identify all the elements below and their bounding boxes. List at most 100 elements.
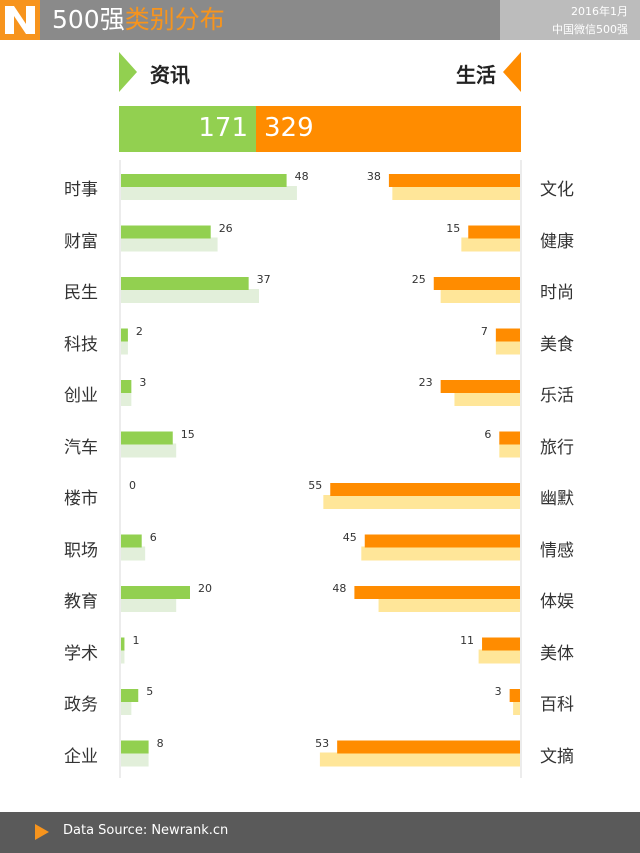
left-prev-bar <box>121 546 146 561</box>
left-bar <box>121 328 128 342</box>
left-category-label: 企业 <box>64 746 98 767</box>
left-prev-bar <box>121 186 297 200</box>
right-prev-bar <box>378 598 520 612</box>
right-prev-bar <box>392 186 520 200</box>
right-bar <box>468 225 520 239</box>
right-category-label: 健康 <box>540 231 574 252</box>
right-prev-bar <box>323 495 520 509</box>
left-category-label: 财富 <box>64 231 98 252</box>
left-value-label: 26 <box>218 221 233 235</box>
right-prev-bar <box>495 340 520 355</box>
left-value-label: 1 <box>132 633 140 647</box>
left-category-label: 时事 <box>64 180 98 200</box>
left-category-label: 楼市 <box>64 489 98 509</box>
total-left-bar <box>119 106 256 152</box>
right-value-label: 55 <box>308 479 323 492</box>
right-category-label: 乐活 <box>540 386 574 406</box>
total-right-bar <box>256 106 521 152</box>
right-value-label: 53 <box>315 736 330 750</box>
footer-bar: Data Source: Newrank.cn <box>0 812 640 853</box>
right-value-label: 6 <box>484 427 492 441</box>
left-category-label: 科技 <box>64 334 98 355</box>
right-bar <box>499 431 520 445</box>
left-category-label: 民生 <box>64 283 98 303</box>
left-prev-bar <box>121 752 149 767</box>
header-bar: 500强类别分布 2016年1月 中国微信500强 <box>0 0 640 40</box>
arrow-left-icon <box>503 52 521 92</box>
right-prev-bar <box>454 392 520 406</box>
right-category-label: 文摘 <box>540 746 574 767</box>
right-prev-bar <box>319 752 520 767</box>
right-value-label: 11 <box>460 633 475 647</box>
right-category-label: 时尚 <box>540 283 574 303</box>
category-distribution-chart: 48 38 时事 文化 26 15 财富 健康 37 25 民生 时尚 2 7 科技 美食 3 23 创业 乐活 15 6… <box>0 160 640 780</box>
header-date: 2016年1月 <box>571 5 628 18</box>
footer-data-source: Data Source: Newrank.cn <box>63 823 229 838</box>
right-category-label: 百科 <box>540 695 574 715</box>
left-category-label: 教育 <box>64 592 98 612</box>
title-number: 500 <box>52 5 100 34</box>
right-prev-bar <box>478 649 520 664</box>
right-category-label: 美食 <box>540 334 574 355</box>
left-prev-bar <box>121 649 125 664</box>
left-category-label: 职场 <box>64 540 98 561</box>
left-bar <box>121 534 142 548</box>
left-prev-bar <box>121 701 132 715</box>
left-bar <box>121 225 211 239</box>
right-category-label: 情感 <box>540 540 574 561</box>
left-bar <box>121 586 190 599</box>
left-bar <box>121 277 249 290</box>
left-value-label: 8 <box>156 736 164 750</box>
left-bar <box>121 431 173 445</box>
right-bar <box>337 740 520 754</box>
arrow-right-icon <box>119 52 137 92</box>
left-prev-bar <box>121 340 128 355</box>
left-prev-bar <box>121 443 177 458</box>
right-value-label: 23 <box>418 376 433 389</box>
left-category-label: 政务 <box>64 695 98 715</box>
right-bar <box>330 483 520 496</box>
category-right-title: 生活 <box>456 63 496 87</box>
left-bar <box>121 380 132 393</box>
header-info-panel <box>500 0 640 40</box>
right-bar <box>354 586 520 599</box>
right-bar <box>388 174 520 187</box>
header-source: 中国微信500强 <box>552 23 628 36</box>
page-title: 500强类别分布 <box>52 3 225 37</box>
left-bar <box>121 174 287 187</box>
right-category-label: 幽默 <box>540 489 574 509</box>
right-value-label: 48 <box>332 582 347 595</box>
right-bar <box>433 277 520 290</box>
right-value-label: 3 <box>494 685 502 698</box>
title-highlight: 类别分布 <box>124 5 225 34</box>
right-value-label: 7 <box>480 324 488 338</box>
chart-svg <box>119 160 522 778</box>
right-bar <box>364 534 520 548</box>
left-bar <box>121 689 139 702</box>
left-value-label: 0 <box>129 479 136 492</box>
total-right-value: 329 <box>264 113 314 143</box>
left-prev-bar <box>121 289 259 303</box>
left-value-label: 48 <box>294 170 309 183</box>
right-value-label: 45 <box>342 530 357 544</box>
right-value-label: 38 <box>366 170 381 183</box>
right-prev-bar <box>499 443 520 458</box>
left-value-label: 20 <box>198 582 212 595</box>
category-left-title: 资讯 <box>150 63 190 87</box>
left-category-label: 创业 <box>64 386 98 406</box>
right-prev-bar <box>361 546 520 561</box>
play-arrow-icon <box>35 824 49 840</box>
right-bar <box>482 637 520 651</box>
left-bar <box>121 637 125 651</box>
right-category-label: 体娱 <box>540 592 574 612</box>
left-value-label: 3 <box>139 376 147 389</box>
right-bar <box>495 328 520 342</box>
left-value-label: 15 <box>180 427 195 441</box>
left-value-label: 2 <box>135 324 143 338</box>
right-bar <box>509 689 520 702</box>
left-category-label: 汽车 <box>64 437 98 458</box>
right-category-label: 美体 <box>540 643 574 664</box>
right-category-label: 文化 <box>540 180 574 200</box>
right-prev-bar <box>440 289 520 303</box>
right-prev-bar <box>461 237 520 252</box>
